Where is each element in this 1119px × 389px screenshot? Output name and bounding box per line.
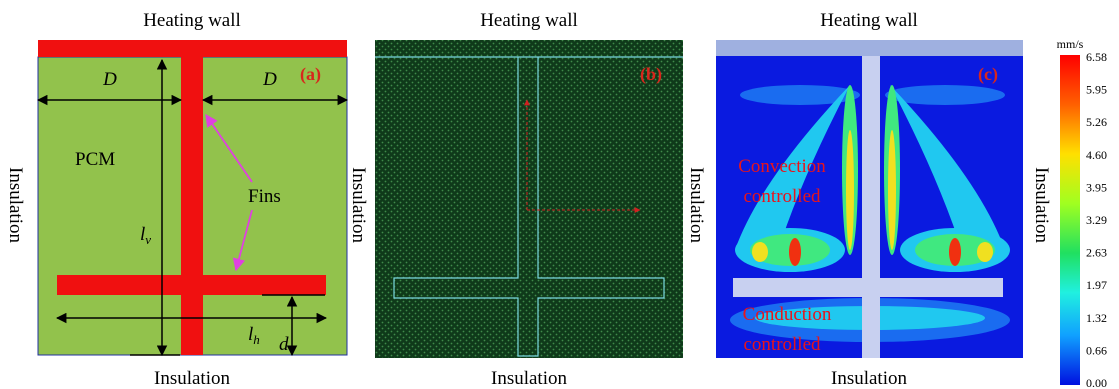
heating-wall — [716, 40, 1023, 56]
panel-tag: (a) — [300, 64, 321, 85]
label: Heating wall — [480, 10, 578, 31]
label: Insulation — [5, 167, 26, 243]
panel-b: Heating wall Insulation Insulation (b) — [348, 10, 683, 389]
label: Heating wall — [820, 10, 918, 31]
vertical-fin — [862, 56, 880, 358]
colorbar-tick-label: 6.58 — [1086, 50, 1107, 64]
panel-tag: (b) — [640, 64, 662, 85]
horizontal-fin — [57, 275, 326, 295]
pointer-arrow — [232, 209, 253, 272]
panel-a: Heating wall Insulation Insulation (a) D… — [5, 10, 349, 389]
label: d — [279, 334, 289, 355]
colorbar-tick-label: 3.29 — [1086, 213, 1107, 227]
colorbar: mm/s 6.58 5.95 5.26 4.60 3.95 3.29 2.63 1.97 1.3… — [1057, 37, 1107, 389]
label: D — [102, 69, 117, 90]
colorbar-tick-label: 0.00 — [1086, 376, 1107, 389]
label: Fins — [248, 186, 281, 207]
colorbar-tick-label: 3.95 — [1086, 180, 1107, 194]
pointer-arrow — [205, 113, 253, 183]
fin-outline — [375, 56, 683, 357]
panel-tag: (c) — [978, 64, 998, 85]
colorbar-unit: mm/s — [1057, 37, 1084, 51]
mesh — [375, 40, 683, 358]
contours — [730, 85, 1010, 342]
heating-wall — [38, 40, 347, 57]
colorbar-tick-label: 1.97 — [1086, 278, 1107, 292]
label: Insulation — [1031, 167, 1052, 243]
label: Insulation — [348, 167, 369, 243]
label: Insulation — [686, 167, 707, 243]
horizontal-fin — [733, 278, 1003, 297]
label: lv — [140, 224, 151, 247]
colorbar-tick-label: 1.32 — [1086, 311, 1107, 325]
region-label: controlled — [743, 334, 821, 355]
region-label: Conduction — [743, 304, 832, 325]
label: Insulation — [154, 368, 230, 389]
label: Insulation — [831, 368, 907, 389]
colorbar-tick-label: 4.60 — [1086, 148, 1107, 162]
label: l — [248, 324, 253, 345]
region-label: controlled — [743, 186, 821, 207]
colorbar-tick-label: 5.95 — [1086, 83, 1107, 97]
vertical-fin — [181, 57, 203, 355]
colorbar-gradient — [1060, 55, 1080, 385]
label: Insulation — [491, 368, 567, 389]
colorbar-tick-label: 0.66 — [1086, 343, 1107, 357]
label: l — [140, 224, 145, 245]
label: PCM — [75, 149, 115, 170]
label: lh — [248, 324, 260, 347]
colorbar-tick-label: 5.26 — [1086, 115, 1107, 129]
label: D — [262, 69, 277, 90]
panel-c: Heating wall Insulation Insulation Insul… — [686, 10, 1052, 389]
colorbar-tick-label: 2.63 — [1086, 246, 1107, 260]
region-label: Convection — [738, 156, 826, 177]
label: v — [145, 232, 151, 247]
label: Heating wall — [143, 10, 241, 31]
label: h — [253, 332, 260, 347]
